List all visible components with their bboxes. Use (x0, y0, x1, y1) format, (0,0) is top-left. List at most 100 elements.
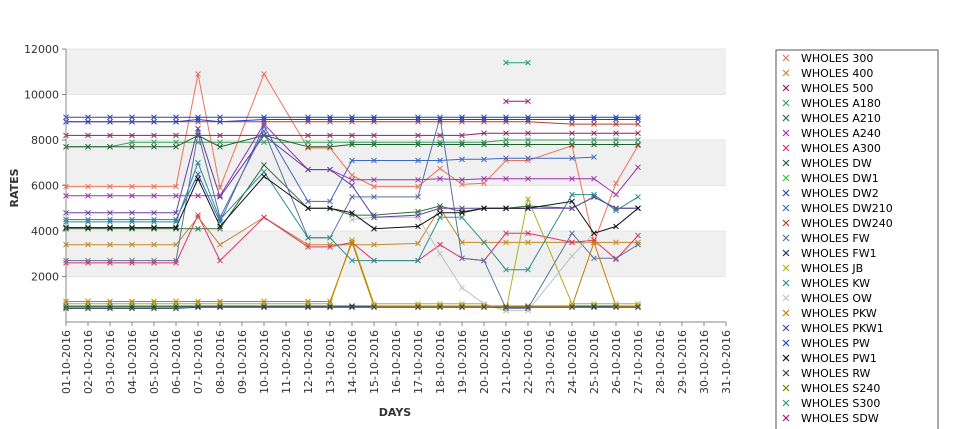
data-point (415, 116, 421, 123)
data-point (459, 209, 465, 216)
data-point (437, 165, 443, 172)
data-point (217, 114, 223, 121)
legend-marker (782, 114, 790, 122)
data-point (459, 285, 465, 291)
x-tick-label: 02-10-2016 (82, 330, 95, 394)
data-point (151, 183, 157, 190)
data-point (635, 241, 641, 248)
data-point (327, 244, 333, 250)
data-point (129, 298, 135, 305)
data-point (217, 184, 223, 191)
data-point (261, 168, 267, 175)
data-point (525, 118, 531, 125)
legend-item: WHOLES KW (782, 277, 870, 290)
data-point (569, 304, 575, 311)
data-point (371, 118, 377, 125)
data-point (613, 130, 619, 137)
data-point (591, 303, 597, 309)
legend-label: WHOLES DW (801, 157, 872, 170)
data-point (261, 71, 267, 77)
data-point (415, 194, 421, 200)
data-point (371, 257, 377, 264)
legend-marker (782, 399, 790, 407)
data-point (591, 116, 597, 123)
data-point (503, 141, 509, 148)
data-point (327, 143, 333, 150)
data-point (437, 132, 443, 139)
data-point (349, 216, 355, 223)
data-point (591, 191, 597, 198)
y-tick-label: 6000 (31, 180, 59, 193)
legend-marker (782, 234, 790, 242)
legend-label: WHOLES S240 (801, 382, 880, 395)
x-tick-label: 11-10-2016 (280, 330, 293, 394)
data-point (327, 145, 333, 151)
legend-item: WHOLES S300 (782, 397, 880, 410)
data-point (151, 139, 157, 146)
legend-item: WHOLES PKW (782, 307, 877, 320)
data-point (569, 198, 575, 205)
y-axis-title: RATES (8, 168, 21, 207)
data-point (371, 183, 377, 190)
legend-item: WHOLES A240 (782, 127, 881, 140)
data-point (503, 305, 509, 312)
data-point (569, 142, 575, 149)
data-point (569, 155, 575, 162)
data-point (349, 116, 355, 123)
legend-marker (782, 294, 790, 302)
data-point (151, 114, 157, 121)
data-point (481, 139, 487, 146)
data-point (349, 114, 355, 121)
data-point (129, 241, 135, 248)
data-point (349, 303, 355, 309)
data-point (129, 303, 135, 309)
data-point (305, 139, 311, 146)
data-point (415, 114, 421, 121)
series-line-16 (351, 216, 595, 312)
data-point (569, 137, 575, 143)
data-point (305, 145, 311, 151)
data-point (217, 194, 223, 200)
data-point (107, 118, 113, 125)
data-point (591, 255, 597, 262)
data-point (635, 205, 641, 212)
data-point (481, 116, 487, 123)
data-point (195, 71, 201, 77)
data-point (85, 305, 91, 312)
data-point (173, 132, 179, 139)
data-point (327, 198, 333, 205)
data-point (349, 239, 355, 246)
data-point (217, 192, 223, 199)
data-point (305, 116, 311, 123)
legend-label: WHOLES PW (801, 337, 870, 350)
data-point (503, 266, 509, 273)
data-point (129, 209, 135, 216)
data-point (261, 128, 267, 134)
data-point (173, 183, 179, 190)
data-point (305, 298, 311, 305)
data-point (261, 173, 267, 180)
data-point (173, 305, 179, 312)
data-point (371, 141, 377, 148)
data-point (371, 241, 377, 248)
x-tick-label: 17-10-2016 (412, 330, 425, 394)
data-point (173, 143, 179, 150)
x-tick-label: 16-10-2016 (390, 330, 403, 394)
data-point (173, 216, 179, 223)
data-point (525, 155, 531, 162)
data-point (415, 183, 421, 190)
data-point (85, 298, 91, 305)
data-point (195, 130, 201, 137)
legend-label: WHOLES DW1 (801, 172, 879, 185)
data-point (85, 224, 91, 231)
x-tick-label: 18-10-2016 (434, 330, 447, 394)
data-point (613, 116, 619, 123)
data-point (503, 114, 509, 121)
data-point (85, 209, 91, 216)
legend-label: WHOLES OW (801, 292, 872, 305)
data-point (85, 219, 91, 225)
data-point (503, 98, 509, 105)
data-point (107, 216, 113, 223)
data-point (525, 196, 531, 203)
data-point (261, 114, 267, 121)
